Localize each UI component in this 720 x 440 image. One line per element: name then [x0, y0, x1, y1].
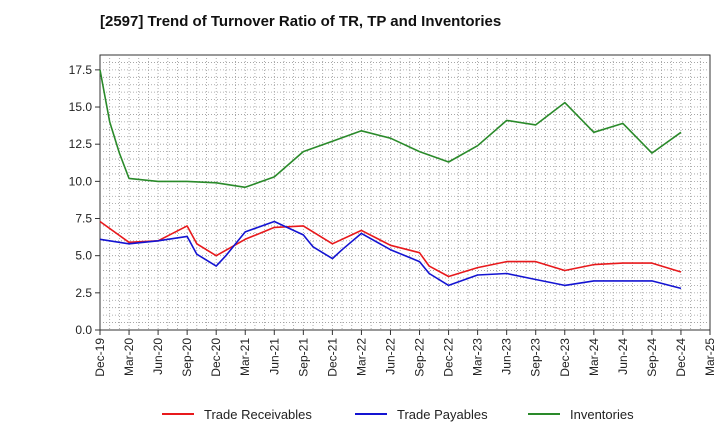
x-axis: Dec-19 Mar-20 Jun-20 Sep-20 Dec-20 Mar-21 Jun-…	[93, 330, 717, 377]
series-line-trade-receivables	[99, 220, 682, 278]
y-tick-label: 7.5	[75, 212, 92, 226]
x-tick-label: Dec-19	[93, 338, 107, 377]
series-line-trade-payables	[99, 220, 682, 290]
series-line-inventories	[99, 69, 682, 189]
x-tick-label: Mar-22	[354, 338, 368, 376]
y-tick-label: 0.0	[75, 323, 92, 337]
plot-area	[99, 54, 711, 331]
x-tick-label: Jun-20	[151, 338, 165, 375]
legend-label: Trade Receivables	[204, 407, 312, 422]
legend-label: Trade Payables	[397, 407, 488, 422]
x-tick-label: Sep-21	[296, 338, 310, 377]
x-tick-label: Mar-23	[471, 338, 485, 376]
x-tick-label: Jun-24	[616, 338, 630, 375]
x-tick-label: Sep-24	[645, 338, 659, 377]
x-tick-label: Jun-21	[267, 338, 281, 375]
x-tick-label: Dec-22	[442, 338, 456, 377]
x-tick-label: Sep-20	[180, 338, 194, 377]
series-lines	[99, 69, 682, 290]
x-tick-label: Sep-23	[529, 338, 543, 377]
y-tick-label: 2.5	[75, 286, 92, 300]
y-tick-label: 12.5	[69, 137, 93, 151]
y-tick-label: 15.0	[69, 100, 93, 114]
x-tick-label: Mar-24	[587, 338, 601, 376]
y-axis: 0.0 2.5 5.0 7.5 10.0 12.5 15.0 17.5	[69, 63, 100, 337]
legend: Trade Receivables Trade Payables Inventori…	[162, 407, 634, 422]
legend-label: Inventories	[570, 407, 634, 422]
chart-title: [2597] Trend of Turnover Ratio of TR, TP…	[100, 13, 502, 30]
x-tick-label: Mar-25	[703, 338, 717, 376]
x-tick-label: Dec-20	[209, 338, 223, 377]
x-tick-label: Mar-20	[122, 338, 136, 376]
y-tick-label: 17.5	[69, 63, 93, 77]
y-tick-label: 5.0	[75, 249, 92, 263]
x-tick-label: Dec-24	[674, 338, 688, 377]
x-tick-label: Dec-23	[558, 338, 572, 377]
x-tick-label: Sep-22	[413, 338, 427, 377]
x-tick-label: Jun-22	[383, 338, 397, 375]
grid-lines	[100, 55, 710, 330]
x-tick-label: Jun-23	[500, 338, 514, 375]
x-tick-label: Dec-21	[325, 338, 339, 377]
y-tick-label: 10.0	[69, 174, 93, 188]
x-tick-label: Mar-21	[238, 338, 252, 376]
